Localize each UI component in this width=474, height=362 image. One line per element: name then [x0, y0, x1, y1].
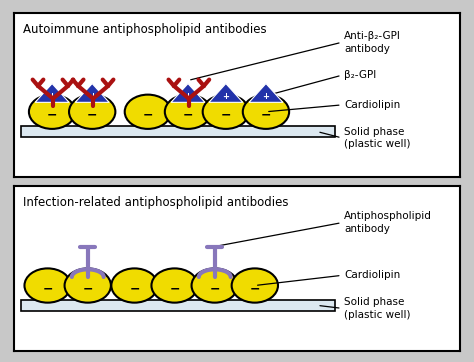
Text: Cardiolipin: Cardiolipin [344, 100, 400, 110]
Bar [21, 126, 335, 137]
Text: −: − [87, 109, 98, 122]
Text: −: − [220, 109, 231, 122]
Circle shape [64, 268, 111, 303]
Text: −: − [129, 282, 140, 295]
Circle shape [232, 268, 278, 303]
Text: Solid phase
(plastic well): Solid phase (plastic well) [344, 127, 410, 149]
Circle shape [125, 94, 171, 129]
Text: −: − [250, 282, 260, 295]
Text: −: − [210, 282, 220, 295]
Text: β₂-GPI: β₂-GPI [344, 70, 376, 80]
Polygon shape [75, 84, 109, 102]
Circle shape [243, 94, 289, 129]
Circle shape [203, 94, 249, 129]
Text: +: + [49, 92, 55, 101]
Text: Anti-β₂-GPI
antibody: Anti-β₂-GPI antibody [344, 31, 401, 54]
Polygon shape [35, 84, 69, 102]
Circle shape [69, 94, 115, 129]
Circle shape [25, 268, 71, 303]
Circle shape [111, 268, 158, 303]
Text: −: − [261, 109, 271, 122]
Text: −: − [143, 109, 153, 122]
Text: −: − [169, 282, 180, 295]
Circle shape [152, 268, 198, 303]
Circle shape [191, 268, 238, 303]
Polygon shape [209, 84, 243, 102]
Circle shape [29, 94, 75, 129]
Text: Antiphospholipid
antibody: Antiphospholipid antibody [344, 211, 432, 234]
Text: Cardiolipin: Cardiolipin [344, 270, 400, 281]
Text: −: − [82, 282, 93, 295]
Bar [21, 300, 335, 311]
Text: Solid phase
(plastic well): Solid phase (plastic well) [344, 297, 410, 320]
Polygon shape [171, 84, 205, 102]
Text: Autoimmune antiphospholipid antibodies: Autoimmune antiphospholipid antibodies [23, 22, 267, 35]
Polygon shape [249, 84, 283, 102]
Circle shape [165, 94, 211, 129]
Text: −: − [183, 109, 193, 122]
Text: Infection-related antiphospholipid antibodies: Infection-related antiphospholipid antib… [23, 196, 289, 209]
Text: +: + [222, 92, 229, 101]
Text: −: − [47, 109, 57, 122]
Text: −: − [42, 282, 53, 295]
Text: +: + [89, 92, 96, 101]
Text: +: + [184, 92, 191, 101]
Text: +: + [263, 92, 269, 101]
